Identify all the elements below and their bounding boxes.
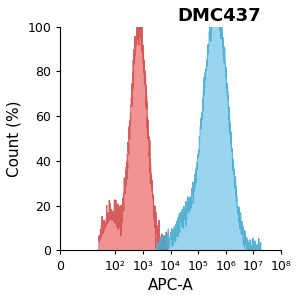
Y-axis label: Count (%): Count (%) [7, 100, 22, 177]
X-axis label: APC-A: APC-A [148, 278, 193, 293]
Title: DMC437: DMC437 [177, 7, 261, 25]
